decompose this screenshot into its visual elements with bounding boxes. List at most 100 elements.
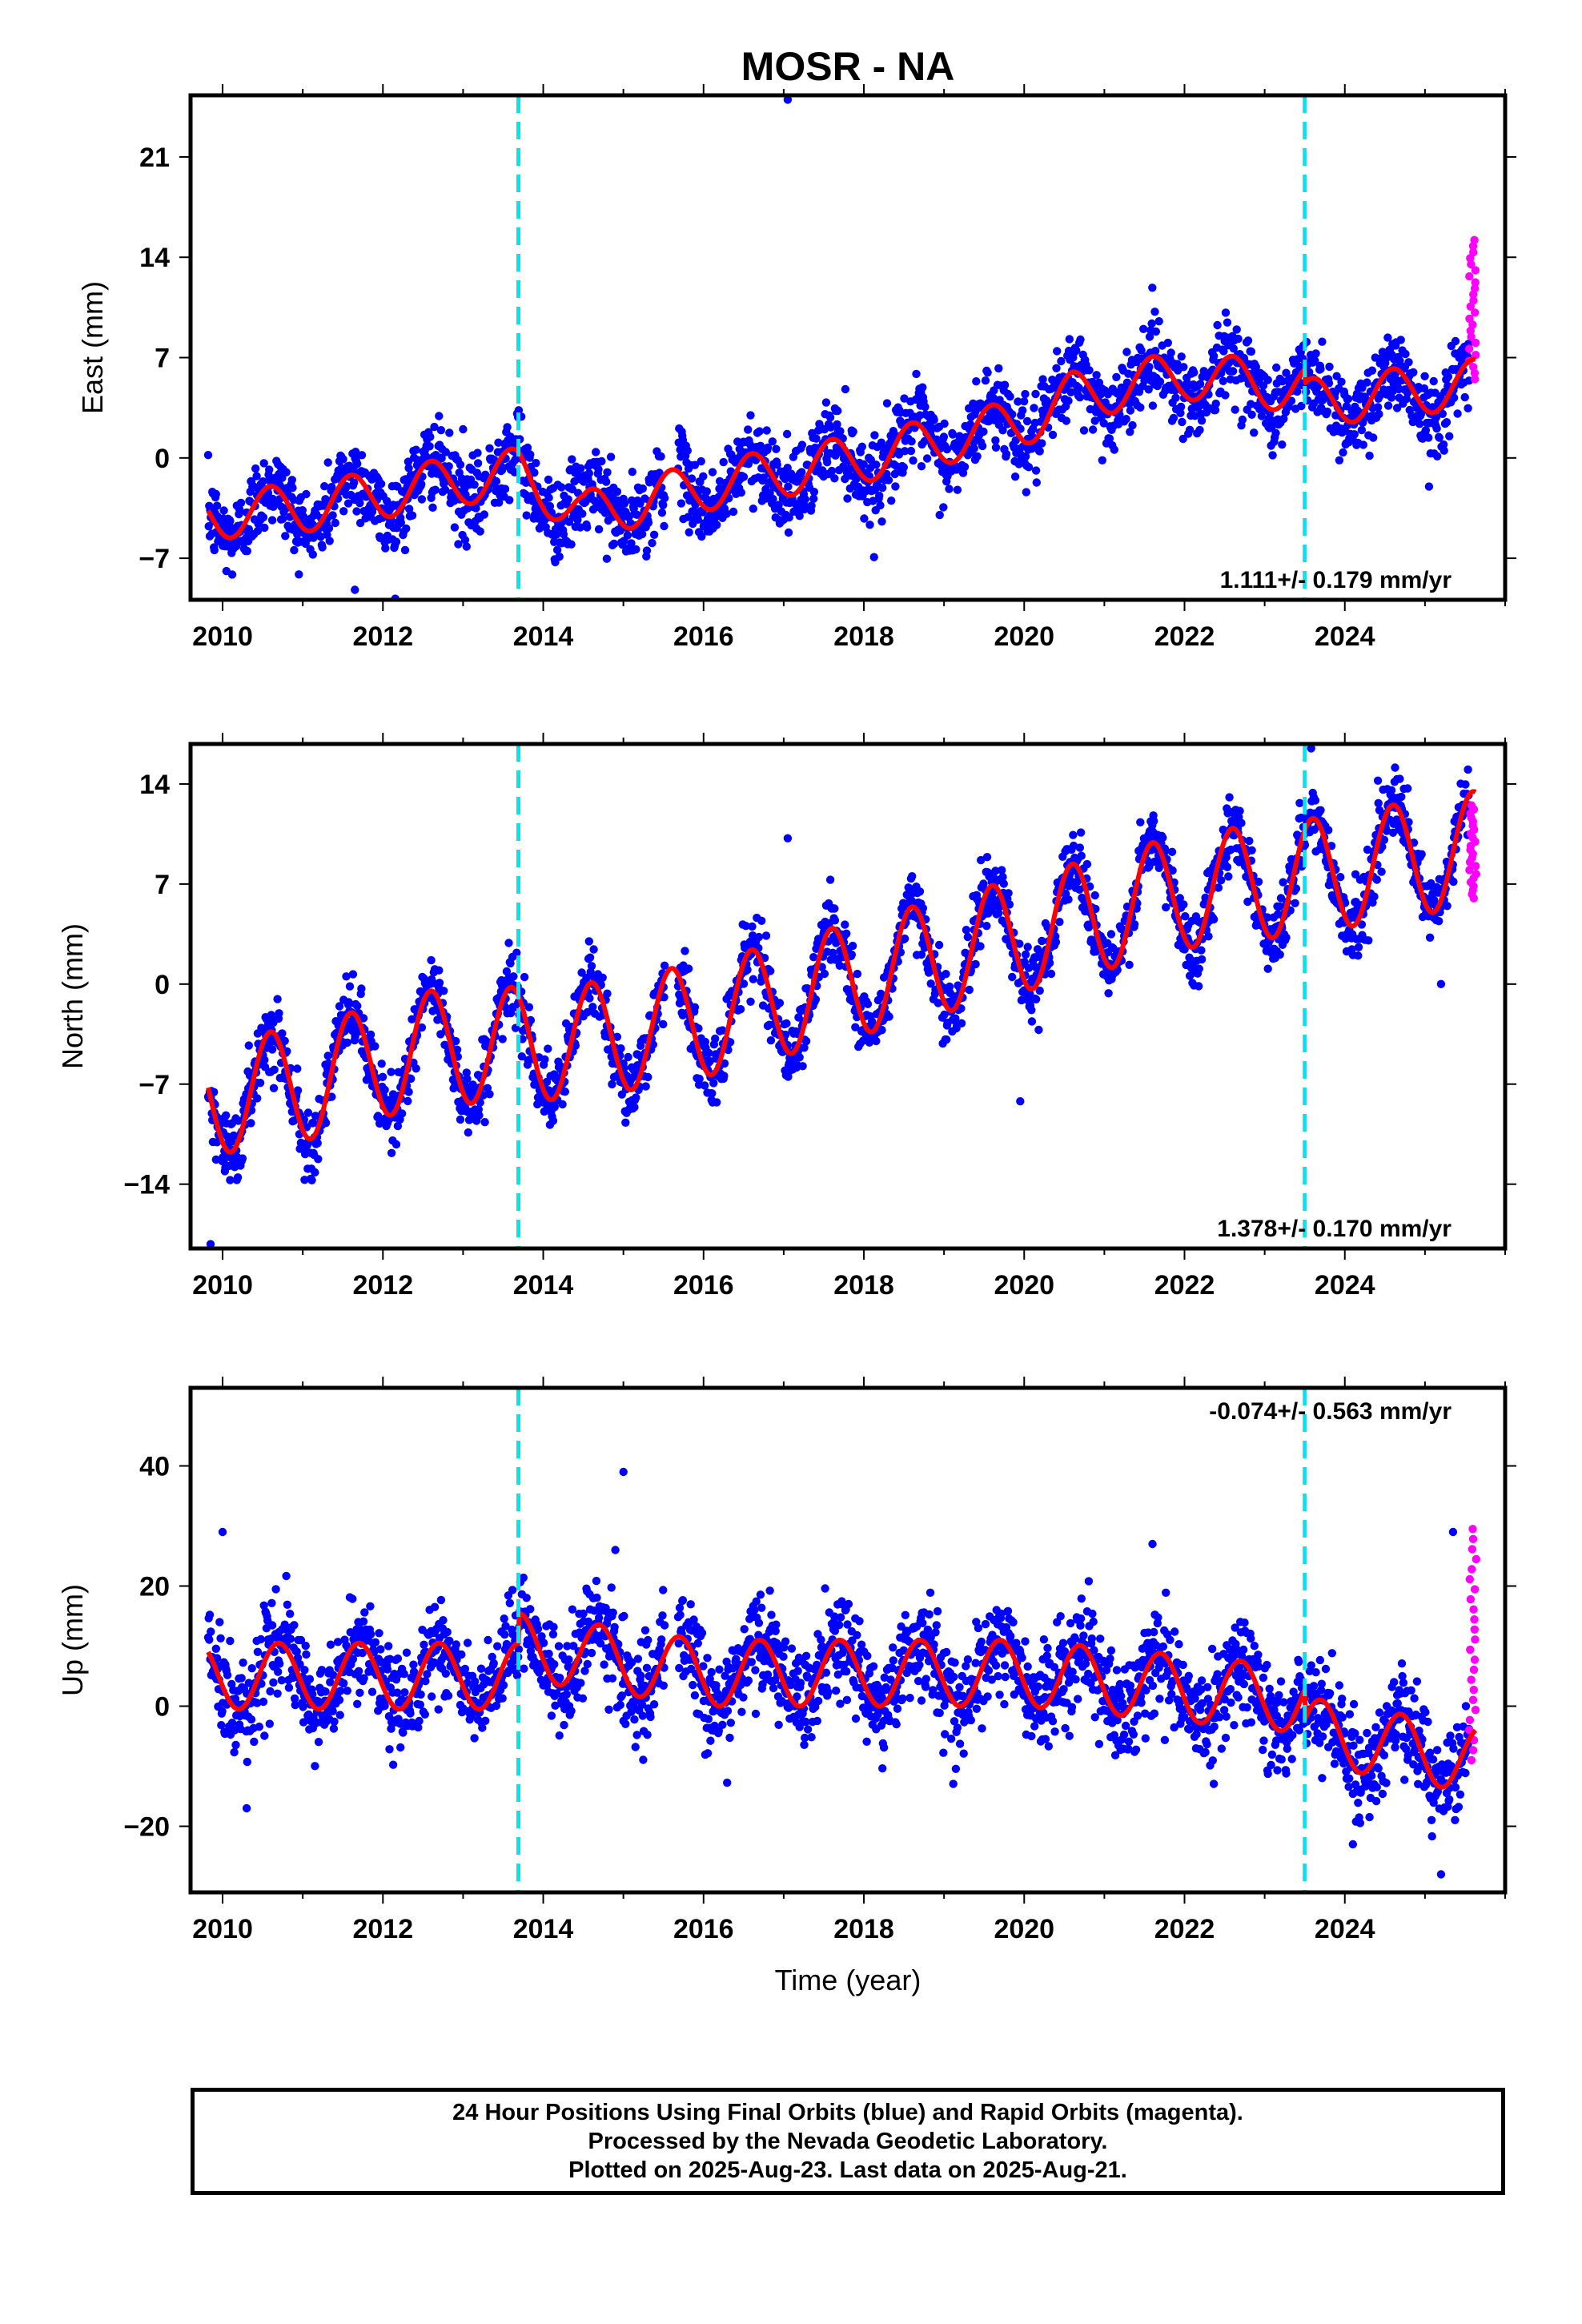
east-final-point (699, 472, 708, 480)
east-final-point (900, 394, 909, 403)
east-final-point (1324, 379, 1334, 388)
east-final-point (350, 478, 359, 487)
east-rate-text: 1.111+/- 0.179 mm/yr (1220, 567, 1452, 593)
east-final-point (912, 369, 921, 379)
east-final-point (756, 441, 765, 450)
east-final-point (1421, 426, 1431, 435)
north-final-point (1377, 867, 1386, 876)
east-final-point (376, 480, 386, 489)
east-final-point (441, 448, 450, 456)
east-final-point (1343, 394, 1353, 404)
panel-east: 2010 2012 2014 2016 2018 2020 2022 2024−7071421… (76, 84, 1516, 652)
north-final-point (908, 872, 917, 881)
east-final-point (1090, 416, 1099, 425)
north-final-point (589, 945, 598, 954)
east-final-point (1431, 413, 1441, 422)
east-final-point (890, 469, 900, 479)
east-final-point (1311, 356, 1319, 365)
north-final-point (746, 997, 755, 1007)
east-final-point (351, 448, 360, 456)
east-final-point (994, 364, 1003, 373)
east-final-point (299, 512, 308, 521)
east-final-point (1020, 397, 1029, 406)
east-final-point (210, 545, 219, 555)
east-ylabel: East (mm) (76, 281, 109, 414)
east-final-point (1404, 358, 1413, 367)
up-final-point (207, 1627, 215, 1636)
north-final-point (641, 1082, 650, 1091)
north-final-point (1004, 889, 1013, 898)
north-final-point (267, 1045, 277, 1054)
east-final-point (1247, 347, 1256, 356)
east-final-point (687, 474, 697, 483)
east-final-point (1038, 439, 1046, 448)
north-final-point (585, 953, 595, 962)
north-final-point (1254, 877, 1263, 887)
north-final-point (748, 922, 757, 931)
north-final-point (1403, 784, 1412, 793)
east-final-point (1350, 430, 1359, 439)
east-final-point (526, 450, 535, 459)
east-final-point (872, 460, 881, 469)
east-final-point (436, 426, 446, 435)
east-final-point (1075, 393, 1085, 402)
north-final-point (1197, 946, 1206, 955)
north-ytick-label: −14 (123, 1170, 170, 1200)
east-final-point (578, 509, 587, 518)
east-xtick-label: 2022 (1154, 621, 1215, 652)
east-final-point (782, 429, 792, 439)
north-final-point (1275, 950, 1284, 959)
east-final-point (1424, 433, 1433, 442)
east-ytick-label: −7 (139, 544, 170, 574)
east-final-point (1154, 317, 1163, 326)
north-final-point (1279, 878, 1287, 887)
east-final-point (877, 517, 886, 526)
east-final-point (253, 526, 263, 536)
north-final-point (603, 989, 612, 998)
north-final-point (498, 1035, 507, 1043)
north-final-point (269, 1084, 279, 1093)
north-final-point (380, 1085, 389, 1095)
north-final-point (558, 1100, 567, 1109)
east-final-point (906, 446, 916, 456)
north-final-point (273, 995, 282, 1003)
east-final-point (408, 511, 417, 520)
east-final-point (1335, 456, 1344, 464)
north-final-point (1235, 806, 1244, 815)
east-final-point (1031, 389, 1040, 399)
north-final-point (841, 920, 849, 929)
east-outlier-point (1424, 482, 1434, 491)
east-final-point (1147, 319, 1156, 328)
north-xtick-label: 2024 (1315, 1270, 1375, 1301)
east-final-point (445, 428, 454, 437)
east-final-point (784, 528, 793, 537)
north-final-point (544, 1044, 552, 1053)
north-final-point (464, 1128, 472, 1137)
north-final-point (540, 1055, 549, 1064)
north-final-point (1167, 847, 1177, 857)
east-final-point (290, 545, 299, 555)
east-final-point (843, 494, 852, 503)
east-final-point (826, 423, 835, 432)
north-final-point (374, 1112, 383, 1120)
north-final-point (397, 1109, 407, 1118)
east-final-point (1419, 384, 1429, 393)
east-final-point (1451, 336, 1460, 346)
north-final-point (520, 972, 529, 982)
north-final-point (1031, 995, 1041, 1004)
north-final-point (1354, 943, 1363, 952)
north-final-point (766, 1036, 776, 1045)
east-final-point (801, 501, 809, 511)
north-final-point (1027, 1017, 1037, 1026)
east-final-point (431, 485, 440, 494)
east-final-point (1383, 401, 1393, 410)
north-final-point (965, 985, 974, 995)
east-final-point (1268, 451, 1277, 460)
north-final-point (971, 959, 980, 969)
east-final-point (470, 480, 479, 489)
north-final-point (757, 916, 766, 926)
east-final-point (1257, 412, 1267, 420)
east-final-point (892, 462, 901, 471)
north-final-point (885, 1012, 893, 1021)
